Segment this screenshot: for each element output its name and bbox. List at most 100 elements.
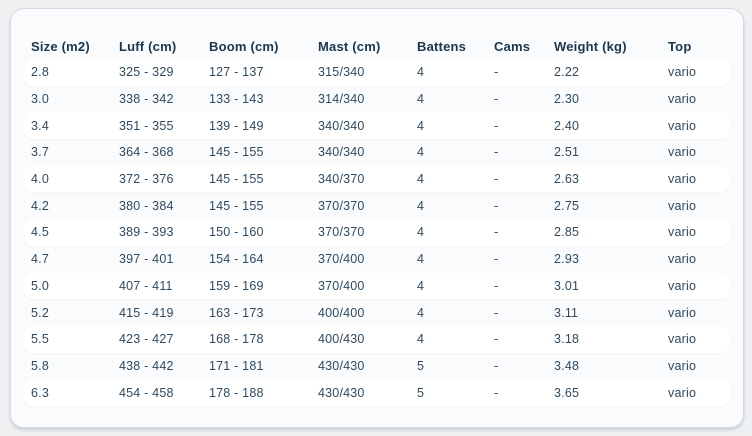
table-cell: 145 - 155 (209, 172, 264, 187)
table-cell: 163 - 173 (209, 305, 264, 320)
table-cell: 2.8 (31, 65, 49, 80)
table-cell: 3.0 (31, 92, 49, 107)
table-cell: 407 - 411 (119, 278, 173, 293)
table-row: 5.2 415 - 419 163 - 173 400/400 4 - 3.11 vario (24, 299, 730, 326)
table-row: 3.7 364 - 368 145 - 155 340/340 4 - 2.51 vario (24, 139, 730, 166)
table-cell: 370/370 (318, 225, 365, 240)
table-cell: vario (668, 172, 697, 187)
table-cell: 430/430 (318, 358, 365, 373)
column-header: Weight (kg) (554, 38, 627, 54)
table-cell: 139 - 149 (209, 118, 264, 133)
table-cell: 2.30 (554, 92, 580, 107)
table-cell: 370/370 (318, 198, 365, 213)
table-cell: 415 - 419 (119, 305, 174, 320)
table-cell: - (494, 92, 499, 107)
table-cell: - (494, 65, 499, 80)
table-row: 4.7 397 - 401 154 - 164 370/400 4 - 2.93 vario (24, 246, 730, 273)
table-cell: 380 - 384 (119, 198, 174, 213)
table-cell: vario (668, 385, 697, 400)
table-cell: 4.2 (31, 198, 49, 213)
table-cell: vario (668, 332, 697, 347)
table-cell: 4 (417, 332, 425, 347)
table-cell: 3.48 (554, 358, 580, 373)
table-header-row: Size (m2) Luff (cm) Boom (cm) Mast (cm) Batt… (24, 33, 730, 59)
table-cell: 2.93 (554, 252, 580, 267)
table-cell: 351 - 355 (119, 118, 174, 133)
table-cell: 325 - 329 (119, 65, 174, 80)
table-cell: 315/340 (318, 65, 365, 80)
table-row: 3.0 338 - 342 133 - 143 314/340 4 - 2.30 vario (24, 86, 730, 113)
table-cell: 430/430 (318, 385, 365, 400)
table-cell: 4 (417, 305, 425, 320)
table-row: 5.0 407 - 411 159 - 169 370/400 4 - 3.01 vario (24, 272, 730, 300)
table-cell: 3.65 (554, 385, 580, 400)
column-header: Cams (494, 38, 531, 54)
table-cell: 4 (417, 65, 425, 80)
table-row: 3.4 351 - 355 139 - 149 340/340 4 - 2.40 vario (24, 112, 730, 140)
table-cell: 4 (417, 118, 425, 133)
table-cell: 150 - 160 (209, 225, 264, 240)
table-cell: 2.75 (554, 198, 580, 213)
table-cell: 340/340 (318, 118, 365, 133)
table-row: 4.2 380 - 384 145 - 155 370/370 4 - 2.75 vario (24, 192, 730, 219)
table-body: 2.8 325 - 329 127 - 137 315/340 4-2.22 vario 3… (24, 59, 730, 406)
table-cell: 6.3 (31, 385, 49, 400)
table-cell: vario (668, 92, 697, 107)
table-cell: - (494, 358, 499, 373)
table-cell: 4 (417, 198, 425, 213)
table-cell: 159 - 169 (209, 278, 264, 293)
table-cell: 5.8 (31, 358, 49, 373)
table-cell: 3.7 (31, 145, 49, 160)
table-cell: vario (668, 118, 697, 133)
column-header: Battens (417, 38, 467, 54)
table-cell: 4 (417, 278, 425, 293)
table-cell: 438 - 442 (119, 358, 174, 373)
table-cell: - (494, 225, 499, 240)
table-row: 2.8 325 - 329 127 - 137 315/340 4 - 2.22 vario (24, 59, 730, 86)
table-cell: vario (668, 225, 697, 240)
table-cell: 178 - 188 (209, 385, 264, 400)
table-cell: 2.51 (554, 145, 580, 160)
table-cell: - (494, 305, 499, 320)
table-cell: - (494, 198, 499, 213)
table-cell: - (494, 332, 499, 347)
table-cell: vario (668, 358, 697, 373)
table-cell: 372 - 376 (119, 172, 174, 187)
column-header: Mast (cm) (318, 38, 381, 54)
table-cell: 145 - 155 (209, 198, 264, 213)
table-cell: 370/400 (318, 278, 365, 293)
table-cell: 314/340 (318, 92, 365, 107)
table-cell: 454 - 458 (119, 385, 174, 400)
table-cell: 3.4 (31, 118, 49, 133)
table-cell: vario (668, 278, 697, 293)
column-header: Top (668, 38, 692, 54)
table-cell: 3.01 (554, 278, 580, 293)
table-cell: - (494, 118, 499, 133)
table-cell: 364 - 368 (119, 145, 174, 160)
column-header: Luff (cm) (119, 38, 177, 54)
table-cell: 3.11 (554, 305, 579, 320)
table-cell: 397 - 401 (119, 252, 174, 267)
table-cell: 4 (417, 145, 425, 160)
table-cell: vario (668, 252, 697, 267)
table-cell: vario (668, 198, 697, 213)
table-cell: 2.40 (554, 118, 580, 133)
table-cell: 154 - 164 (209, 252, 264, 267)
table-cell: 4.0 (31, 172, 49, 187)
table-cell: 2.22 (554, 65, 580, 80)
table-row: 5.8 438 - 442 171 - 181 430/430 5 - 3.48 vario (24, 353, 730, 380)
table-cell: 3.18 (554, 332, 580, 347)
sail-spec-table-card: Size (m2) Luff (cm) Boom (cm) Mast (cm) Batt… (10, 8, 744, 428)
table-cell: 370/400 (318, 252, 365, 267)
table-cell: 171 - 181 (209, 358, 264, 373)
column-header: Boom (cm) (209, 38, 279, 54)
table-cell: 5 (417, 358, 425, 373)
table-cell: 127 - 137 (209, 65, 264, 80)
table-row: 5.5 423 - 427 168 - 178 400/430 4 - 3.18 vario (24, 325, 730, 353)
table-row: 4.0 372 - 376 145 - 155 340/370 4 - 2.63 vario (24, 165, 730, 193)
table-cell: vario (668, 65, 697, 80)
table-cell: 423 - 427 (119, 332, 174, 347)
table-cell: 2.63 (554, 172, 580, 187)
table-cell: 4.7 (31, 252, 49, 267)
